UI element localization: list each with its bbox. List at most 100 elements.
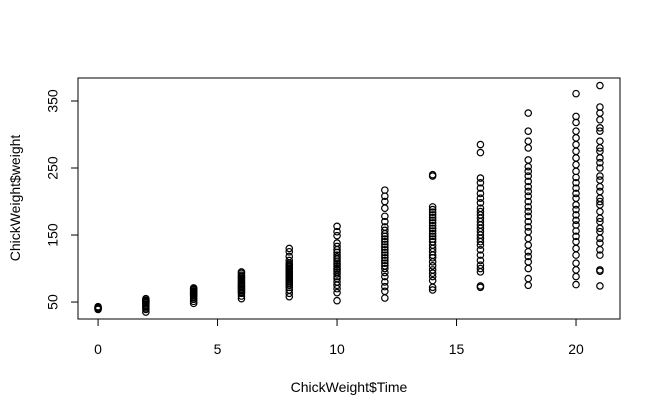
data-point (381, 237, 389, 246)
data-point (476, 189, 485, 198)
data-point (596, 266, 604, 274)
data-point (524, 177, 533, 186)
data-point (428, 227, 437, 235)
data-point (572, 89, 580, 98)
data-point (333, 296, 341, 305)
data-point (476, 207, 485, 216)
data-point (381, 248, 389, 257)
y-tick-label: 250 (45, 156, 61, 180)
data-point (381, 235, 389, 243)
data-point (381, 254, 389, 262)
data-point (476, 174, 485, 182)
data-point (596, 227, 604, 236)
data-point (428, 216, 437, 225)
data-point (285, 256, 294, 265)
data-point (381, 245, 389, 254)
data-point (381, 262, 389, 270)
data-point (428, 211, 437, 219)
data-point (381, 256, 389, 265)
data-point (596, 164, 604, 172)
y-tick-label: 50 (45, 294, 61, 310)
x-axis: 0 5 10 15 20 (94, 318, 584, 357)
x-axis-title: ChickWeight$Time (291, 379, 408, 395)
data-point (428, 266, 437, 274)
data-point (428, 237, 437, 246)
data-point (333, 242, 341, 251)
data-point (572, 259, 580, 267)
data-point (572, 184, 580, 192)
data-point (596, 81, 604, 90)
data-point (428, 219, 437, 227)
data-point (476, 251, 485, 259)
data-point (524, 212, 533, 221)
data-point (596, 124, 604, 132)
data-point (333, 227, 341, 236)
data-point (524, 217, 533, 226)
data-point (572, 211, 580, 219)
data-point (428, 232, 437, 241)
data-point (572, 280, 580, 289)
data-point (476, 261, 485, 269)
data-point (476, 148, 485, 157)
data-point (142, 294, 150, 303)
data-point (428, 203, 437, 211)
data-point (596, 187, 604, 196)
data-point (476, 245, 485, 254)
data-point (572, 205, 580, 214)
data-point (476, 199, 485, 207)
data-point (524, 258, 533, 266)
data-point (381, 186, 389, 194)
data-point (428, 286, 437, 294)
x-tick-label: 20 (568, 341, 584, 357)
data-point (524, 227, 533, 236)
data-point (381, 223, 389, 231)
data-point (596, 176, 604, 184)
data-point (428, 235, 437, 243)
data-point (524, 207, 533, 216)
data-point (476, 264, 485, 273)
data-point (572, 194, 580, 202)
data-point (572, 237, 580, 246)
data-point (596, 103, 604, 111)
data-point (428, 205, 437, 214)
data-point (596, 172, 604, 180)
data-point (476, 140, 485, 149)
data-point (94, 302, 102, 311)
data-point (381, 240, 389, 249)
data-point (596, 217, 604, 226)
data-point (381, 287, 389, 296)
data-point (428, 221, 437, 230)
data-point (428, 229, 437, 238)
data-point (596, 158, 604, 167)
data-point (285, 252, 294, 261)
data-point (333, 222, 341, 231)
data-point (428, 276, 437, 285)
data-point (596, 147, 604, 156)
data-point (476, 184, 485, 192)
x-tick-label: 0 (94, 341, 102, 357)
x-tick-label: 10 (329, 341, 345, 357)
data-point (428, 269, 437, 278)
data-point (333, 239, 341, 247)
y-axis-title: ChickWeight$weight (7, 135, 23, 262)
data-point (572, 178, 580, 187)
data-point (596, 197, 604, 206)
data-point (428, 262, 437, 270)
data-point (572, 127, 580, 135)
x-tick-label: 5 (214, 341, 222, 357)
y-tick-label: 150 (45, 223, 61, 247)
data-point (524, 182, 533, 191)
data-point (333, 288, 341, 297)
points-layer (94, 81, 604, 316)
data-point (333, 278, 341, 286)
data-point (572, 112, 580, 121)
data-point (476, 194, 485, 202)
data-point (381, 251, 389, 259)
data-point (524, 167, 533, 176)
data-point (476, 178, 485, 187)
data-point (524, 252, 533, 261)
data-point (524, 156, 533, 164)
data-point (596, 127, 604, 135)
data-point (524, 197, 533, 206)
data-point (381, 212, 389, 221)
